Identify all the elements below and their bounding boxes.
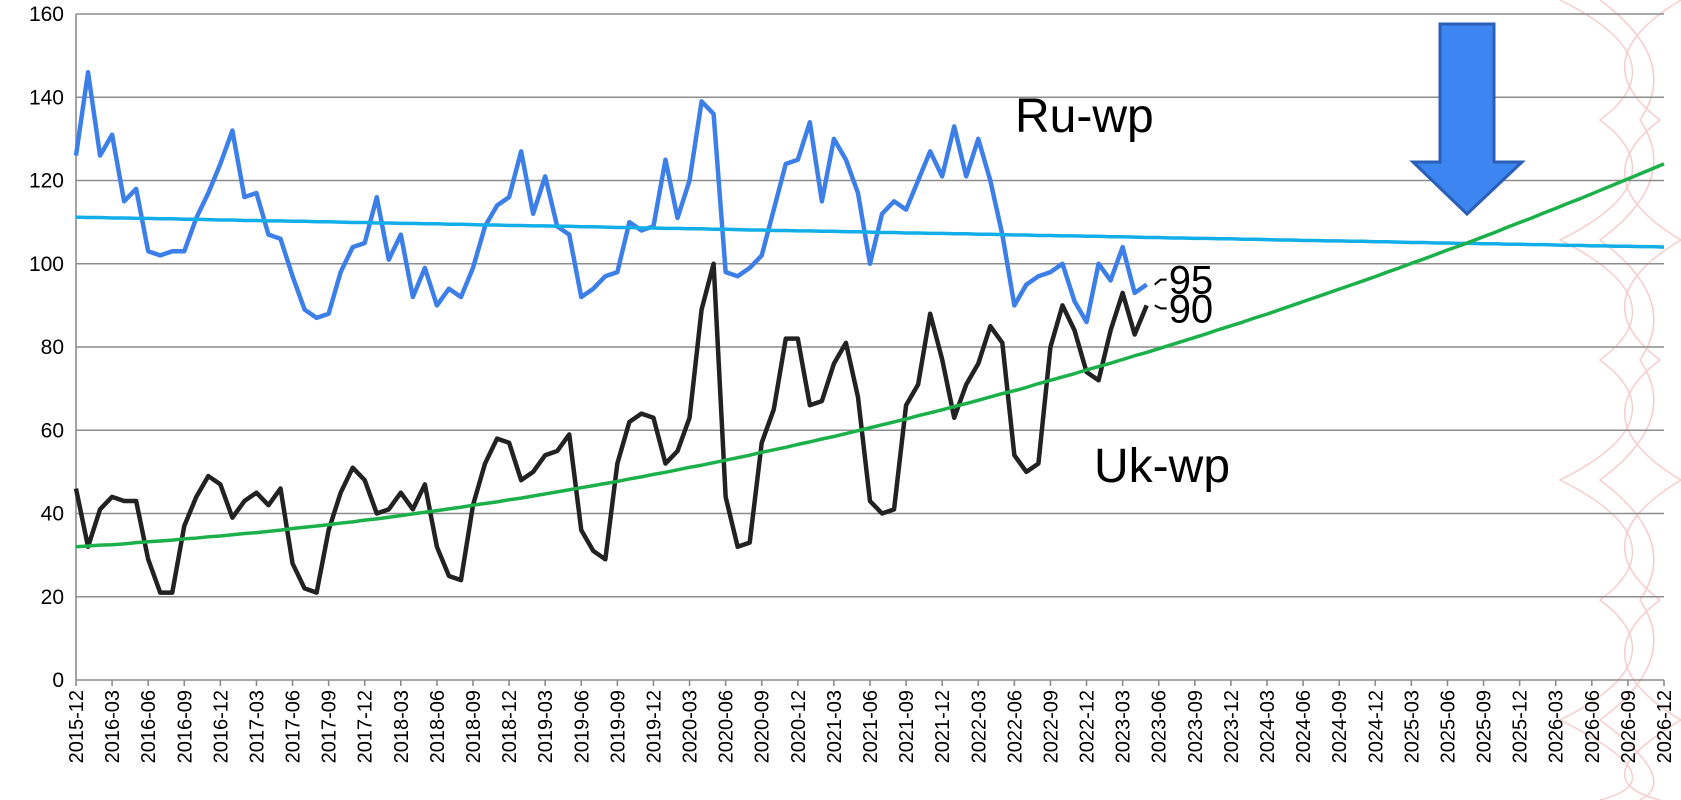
x-tick-label: 2026-06 [1582,690,1604,763]
series-lines [76,72,1664,592]
y-tick-label: 160 [29,3,64,26]
grid [76,14,1664,686]
x-tick-label: 2016-12 [210,690,232,763]
x-tick-label: 2022-12 [1077,690,1099,763]
x-tick-label: 2023-06 [1149,690,1171,763]
y-tick-label: 0 [52,669,64,692]
x-tick-label: 2019-06 [571,690,593,763]
x-tick-label: 2016-09 [174,690,196,763]
x-tick-label: 2017-06 [283,690,305,763]
x-tick-label: 2017-09 [319,690,341,763]
labels: 0 20 40 60 80 100 120 140 160 2015-12 2016-03 2016-… [29,3,1676,763]
x-tick-label: 2020-09 [752,690,774,763]
y-tick-label: 140 [29,86,64,109]
x-tick-label: 2024-03 [1257,690,1279,763]
series-line [76,217,1664,247]
chart: Ru-wp Uk-wp 0 20 40 60 80 100 120 140 160 2015-12… [0,0,1681,800]
x-tick-label: 2025-12 [1510,690,1532,763]
x-tick-label: 2019-03 [535,690,557,763]
y-tick-label: 80 [41,336,64,359]
x-tick-label: 2026-03 [1546,690,1568,763]
x-tick-label: 2023-12 [1221,690,1243,763]
series-annotation: Uk-wp [1094,440,1230,493]
page: {"chart_data": {"type": "line", "categor… [0,0,1681,800]
x-tick-label: 2017-12 [355,690,377,763]
x-tick-label: 2023-03 [1113,690,1135,763]
x-tick-label: 2025-09 [1474,690,1496,763]
x-tick-label: 2025-03 [1401,690,1423,763]
leader-line [1155,280,1167,285]
y-tick-label: 20 [41,586,64,609]
series-line [76,264,1147,593]
y-tick-label: 60 [41,419,64,442]
x-tick-label: 2025-06 [1437,690,1459,763]
x-tick-label: 2023-09 [1185,690,1207,763]
x-tick-label: 2021-06 [860,690,882,763]
y-tick-label: 100 [29,253,64,276]
x-tick-label: 2018-03 [391,690,413,763]
x-tick-label: 2022-06 [1004,690,1026,763]
x-tick-label: 2018-09 [463,690,485,763]
x-tick-label: 2020-12 [788,690,810,763]
y-tick-label: 40 [41,503,64,526]
series-annotation: Ru-wp [1015,90,1154,143]
y-tick-label: 120 [29,170,64,193]
x-tick-label: 2019-09 [607,690,629,763]
x-tick-label: 2024-06 [1293,690,1315,763]
x-tick-label: 2021-09 [896,690,918,763]
data-label: 90 [1169,287,1214,331]
x-tick-label: 2016-03 [102,690,124,763]
x-tick-label: 2018-06 [427,690,449,763]
x-tick-label: 2020-03 [680,690,702,763]
x-tick-label: 2026-12 [1654,690,1676,763]
x-tick-label: 2022-09 [1040,690,1062,763]
leader-line [1155,305,1167,308]
x-tick-label: 2016-06 [138,690,160,763]
x-tick-label: 2021-03 [824,690,846,763]
x-tick-label: 2017-03 [246,690,268,763]
x-tick-label: 2020-06 [716,690,738,763]
x-tick-label: 2026-09 [1618,690,1640,763]
x-tick-label: 2015-12 [66,690,88,763]
series-line [76,72,1147,322]
down-arrow [1413,24,1522,214]
x-tick-label: 2024-09 [1329,690,1351,763]
x-tick-label: 2022-03 [968,690,990,763]
x-tick-label: 2018-12 [499,690,521,763]
x-tick-label: 2024-12 [1365,690,1387,763]
x-tick-label: 2021-12 [932,690,954,763]
x-tick-label: 2019-12 [643,690,665,763]
